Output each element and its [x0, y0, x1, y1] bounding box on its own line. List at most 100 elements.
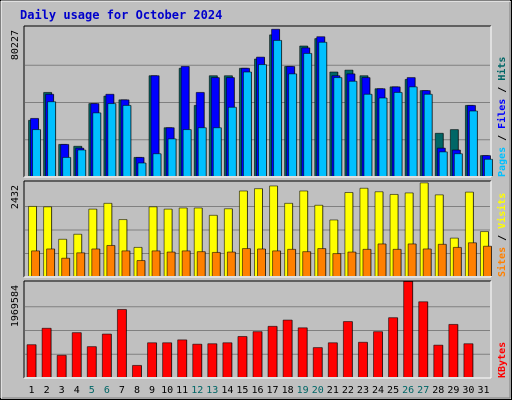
- bar-sites-day-6: [106, 244, 116, 276]
- bar-sites-day-18: [287, 248, 297, 276]
- bar-fill: [253, 331, 262, 377]
- bar-fill: [272, 250, 281, 276]
- bar-fill: [192, 344, 202, 377]
- bar-sites-day-13: [211, 251, 221, 276]
- axis-max-label: 80227: [10, 30, 21, 60]
- bar-pages-day-1: [32, 129, 42, 176]
- bar-kbytes-day-20: [312, 347, 323, 377]
- bar-pages-day-25: [393, 91, 403, 176]
- bar-fill: [258, 64, 267, 176]
- bar-kbytes-day-16: [252, 331, 263, 377]
- bar-sites-day-3: [61, 257, 71, 276]
- bar-kbytes-day-17: [267, 325, 278, 377]
- bar-fill: [332, 253, 341, 276]
- bar-pages-day-17: [273, 39, 283, 176]
- bar-fill: [87, 346, 97, 377]
- bar-pages-day-8: [137, 162, 147, 176]
- day-label-4: 4: [74, 385, 80, 396]
- day-label-8: 8: [134, 385, 140, 396]
- bar-pages-day-10: [167, 138, 177, 176]
- bar-fill: [302, 251, 311, 276]
- bar-sites-day-7: [121, 250, 131, 276]
- bar-pages-day-5: [92, 112, 102, 176]
- bar-pages-day-7: [122, 104, 132, 176]
- panel-visits-sites: 2432 Sites / Visits: [10, 180, 508, 278]
- bar-sites-day-25: [392, 248, 402, 276]
- bar-fill: [103, 203, 112, 276]
- legend-hits: Hits: [496, 57, 508, 81]
- bar-sites-day-20: [317, 248, 327, 276]
- bar-sites-day-29: [452, 246, 462, 276]
- bar-sites-day-27: [422, 248, 432, 276]
- bar-sites-day-1: [31, 250, 41, 276]
- bar-pages-day-20: [318, 41, 328, 176]
- bar-pages-day-30: [468, 110, 478, 176]
- day-label-24: 24: [372, 385, 384, 396]
- bar-fill: [303, 53, 312, 176]
- bar-sites-day-26: [407, 243, 417, 276]
- bar-fill: [268, 326, 278, 377]
- bar-pages-day-26: [408, 86, 418, 176]
- bar-pages-day-18: [288, 73, 298, 176]
- bar-fill: [43, 206, 52, 276]
- bar-pages-day-22: [348, 80, 358, 176]
- bar-fill: [314, 205, 323, 276]
- day-label-14: 14: [221, 385, 233, 396]
- bar-fill: [162, 342, 172, 377]
- bar-kbytes-day-24: [373, 331, 384, 377]
- day-label-13: 13: [206, 385, 218, 396]
- bar-fill: [420, 182, 429, 276]
- day-label-26: 26: [402, 385, 414, 396]
- legend-separator: /: [497, 229, 508, 247]
- bar-pages-day-15: [242, 71, 252, 176]
- bar-kbytes-day-26: [403, 280, 414, 377]
- bar-fill: [269, 185, 278, 276]
- panel-hits-files-pages: 80227 Pages / Files / Hits: [10, 25, 508, 178]
- bar-fill: [181, 66, 190, 176]
- day-label-21: 21: [327, 385, 339, 396]
- bar-fill: [408, 243, 417, 276]
- bar-fill: [222, 342, 232, 377]
- bar-fill: [211, 77, 220, 176]
- bar-fill: [91, 248, 100, 276]
- bar-sites-day-11: [181, 250, 191, 276]
- bar-fill: [423, 248, 432, 276]
- day-label-5: 5: [89, 385, 95, 396]
- bar-fill: [448, 324, 458, 377]
- day-label-1: 1: [29, 385, 35, 396]
- bar-fill: [358, 342, 368, 377]
- bar-fill: [435, 194, 444, 276]
- bar-fill: [257, 248, 266, 276]
- bar-pages-day-23: [363, 93, 373, 176]
- bar-fill: [284, 203, 293, 276]
- legend-files: Files: [496, 99, 508, 129]
- bar-kbytes-day-18: [282, 319, 293, 377]
- bar-fill: [27, 344, 37, 377]
- bar-kbytes-day-4: [71, 332, 82, 377]
- bar-pages-day-14: [227, 106, 237, 176]
- bar-fill: [177, 339, 187, 377]
- bar-fill: [197, 251, 206, 276]
- bar-sites-day-9: [151, 250, 161, 276]
- bar-fill: [183, 129, 192, 176]
- chart-title: Daily usage for October 2024: [20, 8, 222, 22]
- bar-fill: [42, 328, 52, 377]
- bar-kbytes-day-15: [237, 335, 248, 377]
- bar-fill: [405, 192, 414, 276]
- bar-fill: [227, 252, 236, 276]
- bar-fill: [465, 192, 474, 276]
- bar-fill: [121, 250, 130, 276]
- bar-fill: [329, 219, 338, 276]
- bar-fill: [47, 101, 56, 176]
- bar-sites-day-16: [257, 248, 266, 276]
- bar-kbytes-day-14: [222, 342, 233, 377]
- bar-fill: [106, 245, 115, 276]
- bar-pages-day-29: [453, 153, 463, 176]
- bar-kbytes-day-11: [177, 339, 188, 377]
- bar-pages-day-19: [303, 52, 313, 176]
- axis-max-label: 1969584: [10, 285, 21, 327]
- bar-kbytes-day-12: [192, 343, 203, 377]
- bar-fill: [393, 249, 402, 276]
- bar-fill: [484, 159, 493, 176]
